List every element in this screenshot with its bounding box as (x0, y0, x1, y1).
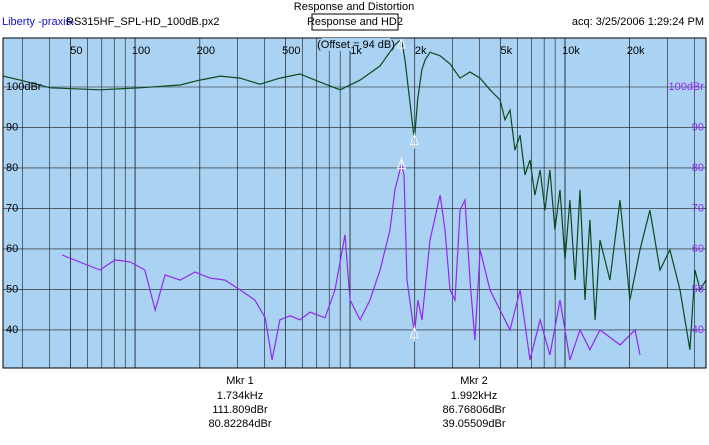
marker-value: 86.76806dBr (443, 404, 506, 416)
y-tick-label-right: 80 (692, 162, 704, 174)
series-line (61, 164, 641, 361)
chart-title: Response and Distortion (294, 1, 414, 13)
plot-area (3, 38, 706, 368)
marker-symbol (396, 38, 407, 52)
annotation: (Offset = 94 dB) (317, 39, 395, 51)
marker-value: 111.809dBr (212, 404, 268, 416)
x-tick-label: 2k (415, 45, 427, 57)
marker-frequency: 1.734kHz (217, 390, 263, 402)
marker-frequency: 1.992kHz (451, 390, 497, 402)
x-tick-label: 200 (197, 45, 215, 57)
y-tick-label-right: 50 (692, 283, 704, 295)
marker-readout: Mkr 1 1.734kHz 111.809dBr 80.82284dBr Mkr 2 1… (209, 375, 506, 430)
y-tick-label: 80 (6, 162, 18, 174)
file-name: RS315HF_SPL-HD_100dB.px2 (66, 16, 219, 28)
y-tick-label: 60 (6, 243, 18, 255)
x-tick-label: 50 (70, 45, 82, 57)
subtitle-box (311, 13, 399, 31)
annotation-box (322, 38, 390, 51)
marker-value: 39.05509dBr (443, 418, 506, 430)
marker-symbol (409, 132, 420, 149)
x-tick-label: 100 (132, 45, 150, 57)
lines (3, 38, 706, 361)
marker-name: Mkr 2 (460, 375, 488, 387)
x-tick-label: 10k (562, 45, 580, 57)
y-tick-label-right: 60 (692, 243, 704, 255)
marker-symbol (396, 156, 407, 173)
marker-symbol (409, 325, 420, 342)
x-tick-label: 20k (627, 45, 645, 57)
y-tick-label-right: 40 (692, 324, 704, 336)
y-tick-label-right: 90 (692, 121, 704, 133)
y-tick-label: 50 (6, 283, 18, 295)
y-tick-label: 100dBr (6, 81, 42, 93)
marker-name: Mkr 1 (226, 375, 254, 387)
x-tick-label: 500 (282, 45, 300, 57)
marker-value: 80.82284dBr (209, 418, 272, 430)
y-tick-label-right: 70 (692, 202, 704, 214)
acquired-date: acq: 3/25/2006 1:29:24 PM (572, 16, 704, 28)
series-line (3, 38, 706, 350)
y-tick-label: 40 (6, 324, 18, 336)
grid (3, 38, 706, 368)
y-tick-label: 90 (6, 121, 18, 133)
chart-subtitle: Response and HD2 (307, 16, 403, 28)
x-tick-label: 5k (500, 45, 512, 57)
x-tick-label: 1k (350, 45, 362, 57)
y-tick-label-right: 100dBr (669, 81, 705, 93)
y-tick-label: 70 (6, 202, 18, 214)
brand: Liberty -praxis- (2, 16, 75, 28)
